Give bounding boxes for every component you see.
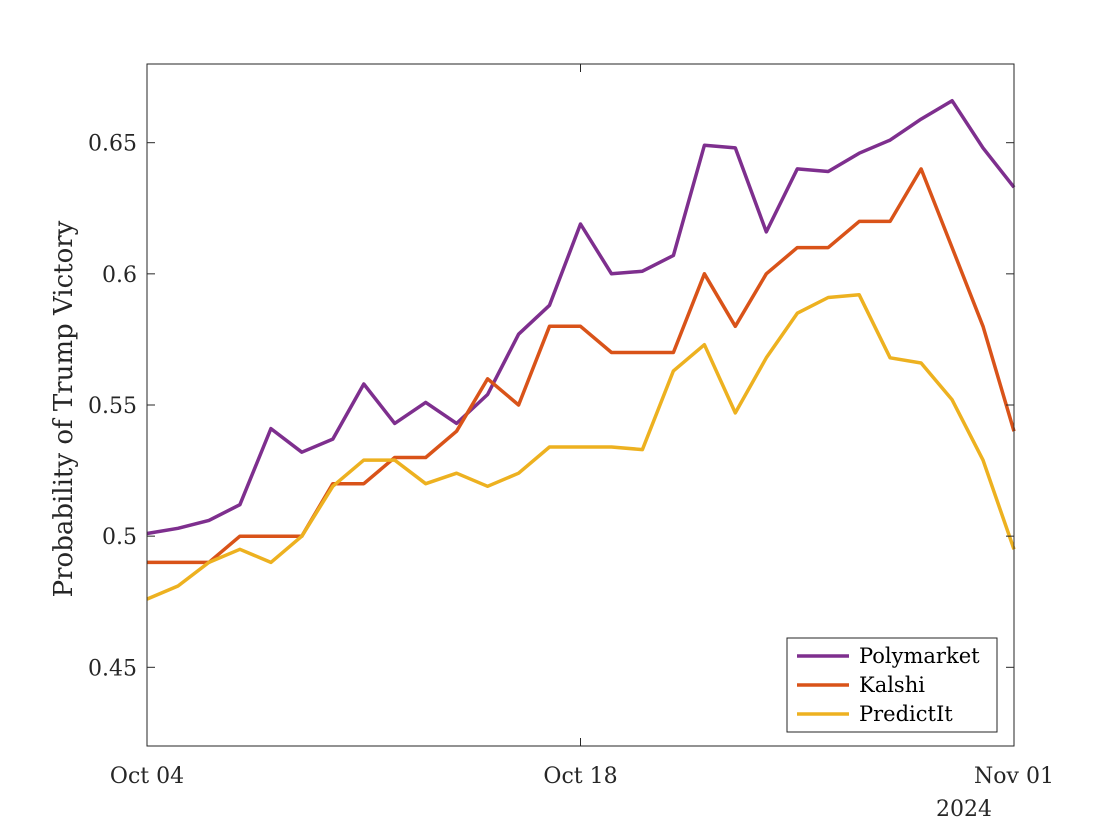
series-line-polymarket bbox=[146, 98, 1016, 536]
y-tick-label: 0.55 bbox=[88, 394, 137, 419]
x-tick-label: Nov 01 bbox=[974, 764, 1054, 789]
x-year-label: 2024 bbox=[936, 797, 992, 822]
x-tick-label: Oct 04 bbox=[110, 764, 184, 789]
legend-item-predictit: PredictIt bbox=[797, 702, 953, 726]
legend-label: Polymarket bbox=[859, 644, 980, 668]
y-tick-label: 0.6 bbox=[102, 263, 137, 288]
y-tick-label: 0.45 bbox=[88, 656, 137, 681]
legend-label: Kalshi bbox=[859, 673, 925, 697]
x-tick-label: Oct 18 bbox=[543, 764, 617, 789]
ticks-layer: 0.45 0.5 0.55 0.6 0.65 Oct 04 Oct 18 Nov 01 bbox=[88, 64, 1054, 789]
series-layer bbox=[146, 98, 1016, 601]
legend-item-polymarket: Polymarket bbox=[797, 644, 980, 668]
legend-item-kalshi: Kalshi bbox=[797, 673, 925, 697]
legend-label: PredictIt bbox=[859, 702, 953, 726]
y-tick-label: 0.65 bbox=[88, 132, 137, 157]
series-line-kalshi bbox=[147, 167, 1016, 565]
series-line-predictit bbox=[146, 293, 1016, 601]
legend: Polymarket Kalshi PredictIt bbox=[786, 637, 998, 733]
y-tick-label: 0.5 bbox=[102, 525, 137, 550]
y-axis-label: Probability of Trump Victory bbox=[49, 220, 79, 597]
